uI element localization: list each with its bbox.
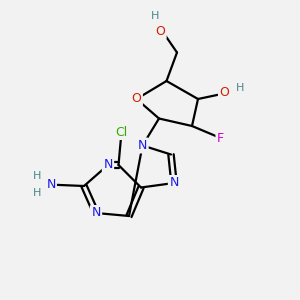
Text: H: H	[236, 83, 244, 94]
Text: O: O	[156, 25, 165, 38]
Text: H: H	[32, 188, 41, 199]
Text: F: F	[217, 131, 224, 145]
Text: H: H	[151, 11, 159, 21]
Text: N: N	[46, 178, 56, 191]
Text: O: O	[132, 92, 141, 106]
Text: N: N	[91, 206, 101, 220]
Text: N: N	[169, 176, 179, 190]
Text: N: N	[138, 139, 147, 152]
Text: Cl: Cl	[116, 125, 128, 139]
Text: H: H	[32, 170, 41, 181]
Text: O: O	[219, 86, 229, 100]
Text: N: N	[103, 158, 113, 172]
